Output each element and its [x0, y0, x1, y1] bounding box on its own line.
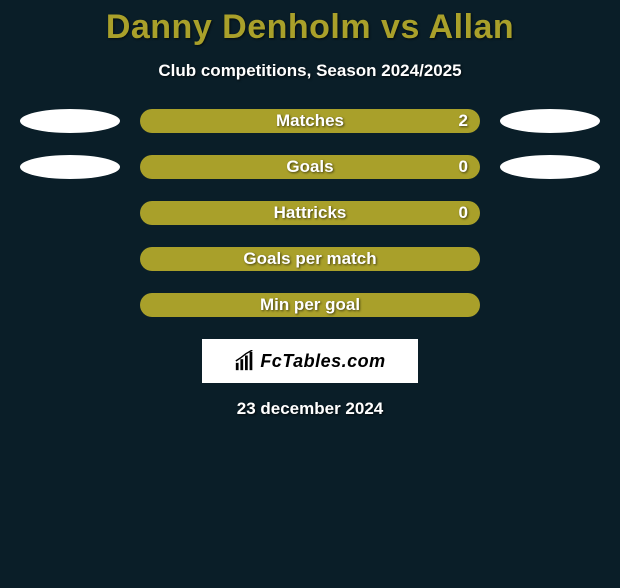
stat-bar: Hattricks 0 — [140, 201, 480, 225]
left-oval — [20, 109, 120, 133]
stat-value: 0 — [459, 157, 468, 177]
stat-value: 0 — [459, 203, 468, 223]
stat-label: Min per goal — [260, 295, 360, 315]
stat-row: Matches 2 — [0, 109, 620, 133]
date-text: 23 december 2024 — [0, 399, 620, 419]
left-oval — [20, 155, 120, 179]
stat-bar: Goals 0 — [140, 155, 480, 179]
logo-text: FcTables.com — [260, 351, 385, 372]
stat-bar: Min per goal — [140, 293, 480, 317]
stat-label: Goals — [286, 157, 333, 177]
stats-rows: Matches 2 Goals 0 Hattricks 0 Goals per … — [0, 109, 620, 317]
stat-label: Matches — [276, 111, 344, 131]
stat-row: Hattricks 0 — [0, 201, 620, 225]
stat-value: 2 — [459, 111, 468, 131]
stat-label: Hattricks — [274, 203, 347, 223]
stat-row: Min per goal — [0, 293, 620, 317]
stat-bar: Matches 2 — [140, 109, 480, 133]
stat-bar: Goals per match — [140, 247, 480, 271]
page-title: Danny Denholm vs Allan — [0, 8, 620, 47]
right-oval — [500, 155, 600, 179]
right-oval — [500, 109, 600, 133]
stat-row: Goals 0 — [0, 155, 620, 179]
subtitle: Club competitions, Season 2024/2025 — [0, 61, 620, 81]
stat-row: Goals per match — [0, 247, 620, 271]
stat-label: Goals per match — [243, 249, 376, 269]
chart-icon — [234, 350, 256, 372]
attribution-logo: FcTables.com — [202, 339, 418, 383]
